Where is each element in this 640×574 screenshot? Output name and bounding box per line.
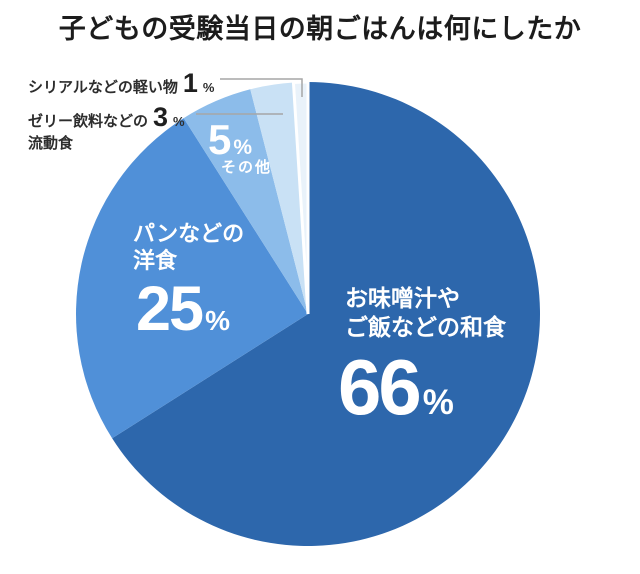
- callout-jelly-text-line2: 流動食: [28, 135, 74, 152]
- pie-slice-other: [183, 89, 308, 314]
- callout-jelly-value: 3: [153, 102, 169, 132]
- slice-label-other-value: 5 %: [208, 119, 252, 161]
- other-percent-value: 5: [208, 116, 232, 163]
- washoku-percent-unit: %: [422, 383, 454, 422]
- other-percent-unit: %: [233, 136, 253, 159]
- leader-line-cereal: [220, 78, 303, 97]
- washoku-caption-line1: お味噌汁や: [345, 285, 460, 311]
- callout-cereal-text: シリアルなどの軽い物: [28, 79, 178, 96]
- callout-cereal-value: 1: [182, 68, 198, 98]
- callout-jelly-text-line1: ゼリー飲料などの: [28, 113, 149, 130]
- washoku-caption-line2: ご飯などの和食: [345, 314, 506, 340]
- slice-label-other-caption: その他: [221, 159, 273, 176]
- pie-slice-jelly: [250, 82, 308, 315]
- yoshoku-percent-value: 25: [136, 274, 204, 344]
- pie-slice-cereal: [291, 80, 310, 315]
- slice-label-washoku-value: 66 %: [338, 348, 454, 426]
- callout-jelly: ゼリー飲料などの 3 % 流動食: [28, 104, 185, 154]
- yoshoku-caption-line1: パンなどの: [133, 221, 245, 246]
- slice-label-yoshoku-caption: パンなどの 洋食: [133, 220, 244, 274]
- callout-cereal: シリアルなどの軽い物 1 %: [28, 70, 214, 99]
- yoshoku-percent-unit: %: [205, 305, 230, 336]
- chart-title: 子どもの受験当日の朝ごはんは何にしたか: [58, 14, 582, 44]
- pie-slice-washoku: [112, 82, 541, 546]
- washoku-percent-value: 66: [338, 343, 422, 431]
- slice-label-yoshoku-value: 25 %: [136, 278, 230, 341]
- yoshoku-caption-line2: 洋食: [133, 248, 178, 273]
- callout-cereal-unit: %: [202, 80, 215, 95]
- pie-slice-yoshoku: [76, 118, 308, 439]
- callout-jelly-unit: %: [173, 114, 185, 129]
- slice-label-washoku-caption: お味噌汁や ご飯などの和食: [345, 284, 506, 342]
